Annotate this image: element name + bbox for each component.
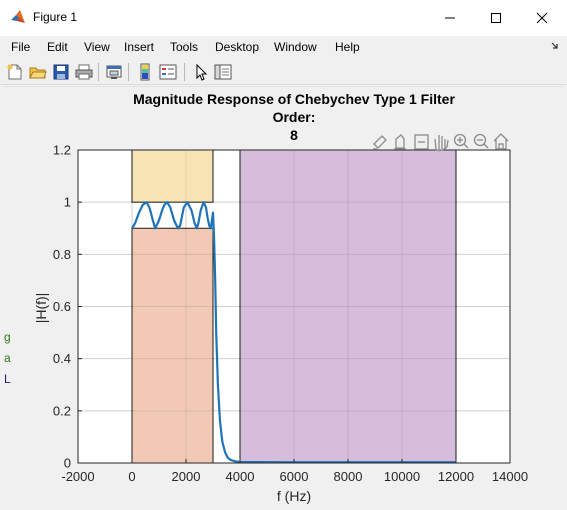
link-plot-icon[interactable]: [105, 63, 123, 81]
chart-title-order-value: 8: [290, 127, 298, 143]
menu-desktop[interactable]: Desktop: [215, 40, 260, 54]
toolbar-separator: [128, 63, 129, 81]
x-tick-label: 0: [128, 469, 135, 484]
spec-region: [131, 149, 214, 203]
zoom-out-icon[interactable]: [473, 133, 489, 149]
data-cursor-icon[interactable]: [394, 134, 406, 150]
open-icon[interactable]: [29, 63, 47, 81]
insert-legend-icon[interactable]: [159, 63, 177, 81]
maximize-button[interactable]: [473, 0, 519, 36]
menu-bar: File Edit View Insert Tools Desktop Wind…: [0, 36, 567, 58]
x-tick-label: 10000: [384, 469, 420, 484]
clipped-side-text: g: [4, 330, 11, 344]
x-axis-label: f (Hz): [277, 488, 311, 504]
axes: -2000 0 2000 4000 6000 8000 10000 12000 1400000.…: [53, 143, 528, 485]
x-tick-label: 14000: [492, 469, 528, 484]
chart-title-order-label: Order:: [273, 109, 316, 125]
new-figure-icon[interactable]: [6, 63, 24, 81]
minimize-icon: [445, 17, 455, 19]
y-axis-label: |H(f)|: [33, 293, 49, 324]
chart-title: Magnitude Response of Chebychev Type 1 F…: [133, 91, 455, 107]
brush-icon[interactable]: [373, 135, 387, 150]
home-icon[interactable]: [493, 133, 509, 150]
x-tick-label: 8000: [334, 469, 363, 484]
close-button[interactable]: [519, 0, 565, 36]
menu-window[interactable]: Window: [274, 40, 317, 54]
toolbar-separator: [184, 63, 185, 81]
y-tick-label: 0.6: [53, 299, 71, 314]
axes-toolbar: [373, 133, 509, 152]
figure-canvas[interactable]: g a L Magnitude Response of Chebychev Ty…: [4, 86, 563, 507]
y-tick-label: 0: [64, 456, 71, 471]
y-tick-label: 0.4: [53, 351, 71, 366]
maximize-icon: [491, 13, 501, 23]
menu-insert[interactable]: Insert: [124, 40, 155, 54]
edit-plot-icon[interactable]: [192, 63, 210, 81]
menu-file[interactable]: File: [11, 40, 31, 54]
menu-help[interactable]: Help: [335, 40, 360, 54]
x-tick-label: 2000: [172, 469, 201, 484]
magnitude-response-line: [131, 201, 456, 464]
toolbar-separator: [98, 63, 99, 81]
title-bar[interactable]: Figure 1: [0, 0, 567, 36]
insert-colorbar-icon[interactable]: [136, 63, 154, 81]
plot-axes-area[interactable]: Magnitude Response of Chebychev Type 1 F…: [4, 87, 563, 507]
window-title: Figure 1: [33, 10, 78, 24]
y-tick-label: 0.2: [53, 403, 71, 418]
spec-region: [131, 227, 214, 464]
matlab-logo-icon: [11, 10, 25, 23]
plot-browser-icon[interactable]: [214, 63, 232, 81]
restore-view-icon[interactable]: [414, 134, 429, 150]
zoom-in-icon[interactable]: [453, 133, 469, 149]
clipped-side-text: L: [4, 372, 11, 386]
clipped-side-text: a: [4, 351, 11, 365]
menu-view[interactable]: View: [84, 40, 110, 54]
close-icon: [536, 12, 548, 24]
figure-toolbar: [0, 59, 567, 85]
x-tick-label: -2000: [61, 469, 94, 484]
save-icon[interactable]: [52, 63, 70, 81]
dock-arrow-icon[interactable]: [551, 42, 559, 50]
menu-tools[interactable]: Tools: [170, 40, 199, 54]
menu-edit[interactable]: Edit: [47, 40, 68, 54]
x-tick-label: 6000: [280, 469, 309, 484]
print-icon[interactable]: [75, 63, 93, 81]
y-tick-label: 1: [64, 195, 71, 210]
x-tick-label: 4000: [226, 469, 255, 484]
x-tick-label: 12000: [438, 469, 474, 484]
minimize-button[interactable]: [427, 0, 473, 36]
y-tick-label: 1.2: [53, 143, 71, 158]
pan-icon[interactable]: [434, 135, 449, 152]
y-tick-label: 0.8: [53, 247, 71, 262]
